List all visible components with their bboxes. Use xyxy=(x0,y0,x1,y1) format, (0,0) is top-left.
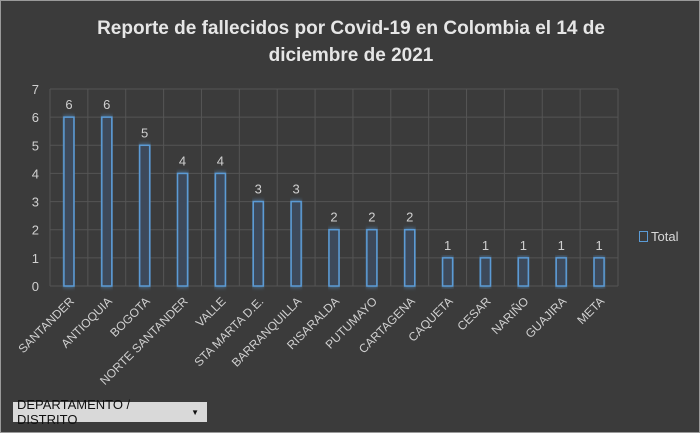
data-label: 1 xyxy=(558,238,565,253)
data-label: 2 xyxy=(406,210,413,225)
data-label: 3 xyxy=(255,182,262,197)
x-tick-label: META xyxy=(574,294,607,327)
data-label: 4 xyxy=(179,153,186,168)
bar xyxy=(441,257,454,287)
x-tick-label: STA MARTA D.E. xyxy=(191,294,266,369)
bar xyxy=(366,228,378,287)
bar xyxy=(593,257,605,287)
y-tick-label: 7 xyxy=(32,82,39,97)
y-tick-label: 1 xyxy=(32,251,39,266)
bar xyxy=(176,172,189,287)
data-label: 1 xyxy=(595,238,602,253)
legend-swatch xyxy=(639,231,648,242)
bar xyxy=(403,228,416,287)
dropdown-arrow-icon: ▼ xyxy=(191,407,199,417)
bar xyxy=(479,257,492,287)
data-label: 1 xyxy=(444,238,451,253)
x-tick-label: BARRANQUILLA xyxy=(229,294,304,369)
data-label: 1 xyxy=(482,238,489,253)
chart-title: Reporte de fallecidos por Covid-19 en Co… xyxy=(97,18,605,66)
x-tick-label: GUAJIRA xyxy=(523,294,570,341)
y-tick-label: 5 xyxy=(32,138,39,153)
x-tick-label: VALLE xyxy=(193,294,229,330)
legend-label: Total xyxy=(651,229,679,244)
data-label: 5 xyxy=(141,125,148,140)
data-label: 6 xyxy=(103,97,110,112)
legend: Total xyxy=(639,229,678,244)
data-label: 6 xyxy=(65,97,72,112)
bar xyxy=(138,144,151,287)
bar xyxy=(328,228,340,287)
bar xyxy=(252,200,265,287)
data-label: 2 xyxy=(368,210,375,225)
bar xyxy=(63,116,75,287)
data-label: 3 xyxy=(293,182,300,197)
y-tick-label: 2 xyxy=(32,223,39,238)
data-label: 2 xyxy=(330,210,337,225)
bar xyxy=(290,200,302,287)
data-label: 4 xyxy=(217,153,224,168)
bar xyxy=(214,172,227,287)
bar xyxy=(517,257,530,287)
y-tick-label: 4 xyxy=(32,166,39,181)
data-label: 1 xyxy=(520,238,527,253)
y-tick-label: 0 xyxy=(32,279,39,294)
y-tick-label: 3 xyxy=(32,195,39,210)
bar xyxy=(101,116,113,287)
y-tick-label: 6 xyxy=(32,110,39,125)
filter-label: DEPARTAMENTO / DISTRITO xyxy=(17,397,131,427)
bar xyxy=(555,257,567,287)
field-filter-button[interactable]: DEPARTAMENTO / DISTRITO ▼ xyxy=(13,397,207,427)
